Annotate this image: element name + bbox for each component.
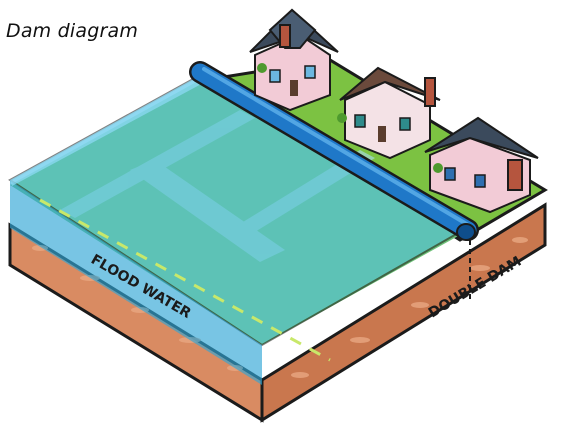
house-1	[250, 10, 338, 110]
